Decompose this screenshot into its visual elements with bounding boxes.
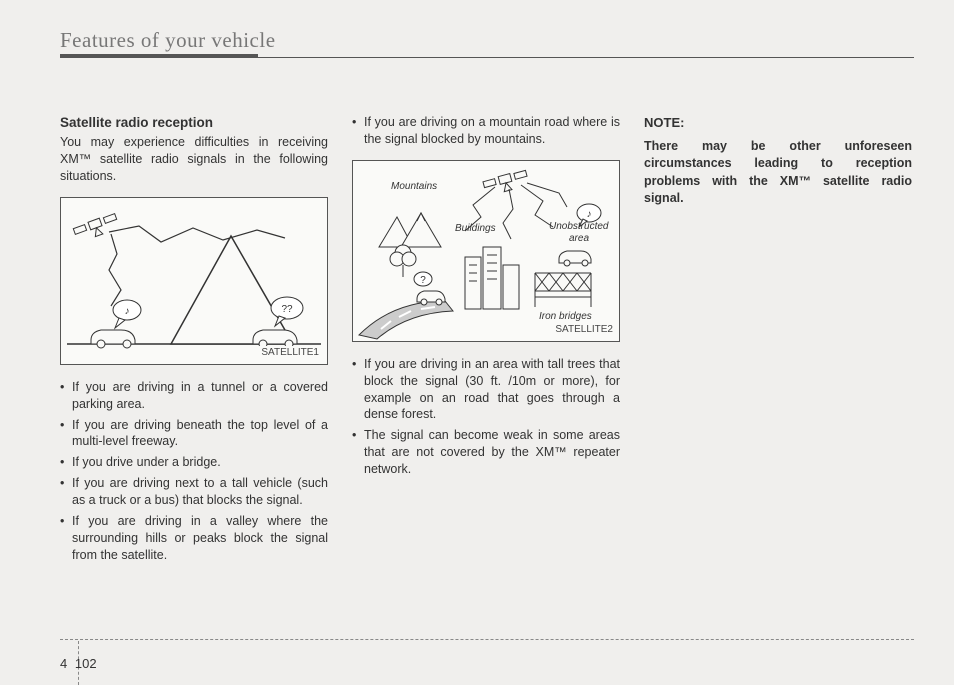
list-item: If you are driving in an area with tall … <box>352 356 620 424</box>
list-item: If you are driving next to a tall vehicl… <box>60 475 328 509</box>
note-glyph: ♪ <box>125 306 130 317</box>
header-thick-rule <box>60 54 258 58</box>
satellite1-illustration: ♪ ?? <box>61 198 327 364</box>
label-buildings: Buildings <box>455 223 496 234</box>
list-item: If you are driving beneath the top level… <box>60 417 328 451</box>
note-heading: NOTE: <box>644 114 912 132</box>
list-item: If you are driving in a valley where the… <box>60 513 328 564</box>
subheading: Satellite radio reception <box>60 114 328 132</box>
figure-satellite1: ♪ ?? SATELLITE1 <box>60 197 328 365</box>
intro-paragraph: You may experience difficulties in recei… <box>60 134 328 185</box>
bullet-list-1: If you are driving in a tunnel or a cove… <box>60 379 328 564</box>
note-body: There may be other unforeseen circumstan… <box>644 138 912 208</box>
page-number-value: 102 <box>75 656 97 671</box>
label-iron: Iron bridges <box>539 311 592 322</box>
page-header: Features of your vehicle <box>60 28 914 64</box>
figure2-caption: SATELLITE2 <box>555 323 613 337</box>
header-title: Features of your vehicle <box>60 28 276 53</box>
footer-rule <box>60 639 914 659</box>
page: Features of your vehicle Satellite radio… <box>0 0 954 685</box>
list-item: If you are driving on a mountain road wh… <box>352 114 620 148</box>
page-number: 4 102 <box>60 656 97 671</box>
note-glyph: ♪ <box>587 209 592 220</box>
bullet-list-2b: If you are driving in an area with tall … <box>352 356 620 478</box>
figure1-caption: SATELLITE1 <box>259 346 321 360</box>
column-3: NOTE: There may be other unforeseen circ… <box>644 114 912 568</box>
bullet-list-2a: If you are driving on a mountain road wh… <box>352 114 620 148</box>
content-columns: Satellite radio reception You may experi… <box>60 114 914 568</box>
column-2: If you are driving on a mountain road wh… <box>352 114 620 568</box>
column-1: Satellite radio reception You may experi… <box>60 114 328 568</box>
question-glyph: ? <box>420 275 426 286</box>
label-unobstructed-2: area <box>569 233 589 244</box>
question-glyph: ?? <box>281 304 293 315</box>
list-item: The signal can become weak in some areas… <box>352 427 620 478</box>
label-mountains: Mountains <box>391 181 437 192</box>
list-item: If you are driving in a tunnel or a cove… <box>60 379 328 413</box>
figure-satellite2: Mountains <box>352 160 620 342</box>
list-item: If you drive under a bridge. <box>60 454 328 471</box>
satellite2-illustration: Mountains <box>353 161 619 341</box>
section-number: 4 <box>60 656 67 671</box>
